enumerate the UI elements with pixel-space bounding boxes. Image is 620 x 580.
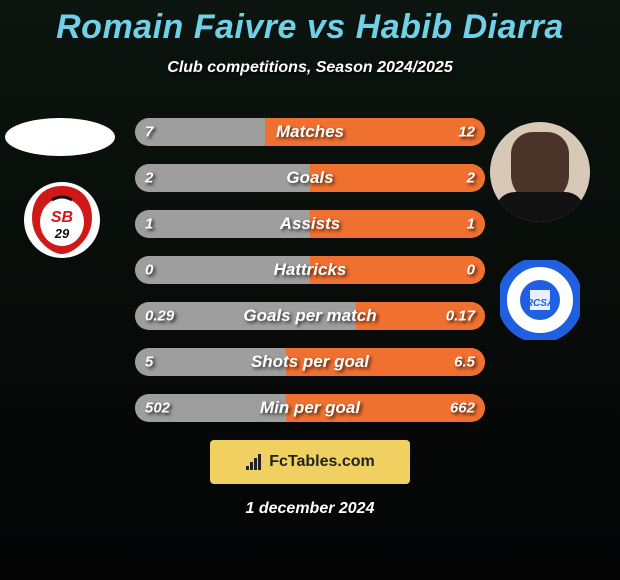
bar-left	[135, 302, 356, 330]
stat-row: Shots per goal56.5	[135, 348, 485, 376]
bar-right	[286, 394, 486, 422]
bar-right	[356, 302, 486, 330]
stat-row: Matches712	[135, 118, 485, 146]
bar-left	[135, 118, 265, 146]
bar-right	[310, 256, 485, 284]
svg-text:SB: SB	[51, 209, 73, 226]
player2-club-badge: RCSA	[500, 260, 580, 340]
player1-avatar	[5, 118, 115, 156]
content-root: Romain Faivre vs Habib Diarra Club compe…	[0, 0, 620, 580]
stat-row: Goals22	[135, 164, 485, 192]
brand-text: FcTables.com	[269, 453, 375, 471]
stat-row: Min per goal502662	[135, 394, 485, 422]
bar-right	[310, 164, 485, 192]
svg-text:RCSA: RCSA	[526, 298, 554, 309]
page-title: Romain Faivre vs Habib Diarra	[0, 0, 620, 47]
subtitle: Club competitions, Season 2024/2025	[0, 59, 620, 77]
svg-text:29: 29	[54, 226, 70, 241]
avatar-body	[495, 192, 585, 222]
bar-left	[135, 394, 286, 422]
brand-badge: FcTables.com	[210, 440, 410, 484]
player1-club-badge: SB 29	[22, 180, 102, 260]
player1-name: Romain Faivre	[56, 8, 297, 46]
bar-right	[310, 210, 485, 238]
bar-left	[135, 256, 310, 284]
stat-rows: Matches712 Goals22 Assists11 Hattricks00 Goa…	[135, 118, 485, 440]
bar-right	[265, 118, 486, 146]
player2-avatar	[490, 122, 590, 222]
stat-row: Goals per match0.290.17	[135, 302, 485, 330]
brand-icon	[245, 453, 263, 471]
stat-row: Hattricks00	[135, 256, 485, 284]
title-vs: vs	[307, 8, 346, 46]
footer-date: 1 december 2024	[0, 500, 620, 518]
player2-name: Habib Diarra	[356, 8, 564, 46]
bar-left	[135, 348, 286, 376]
bar-left	[135, 210, 310, 238]
bar-left	[135, 164, 310, 192]
stat-row: Assists11	[135, 210, 485, 238]
bar-right	[286, 348, 486, 376]
